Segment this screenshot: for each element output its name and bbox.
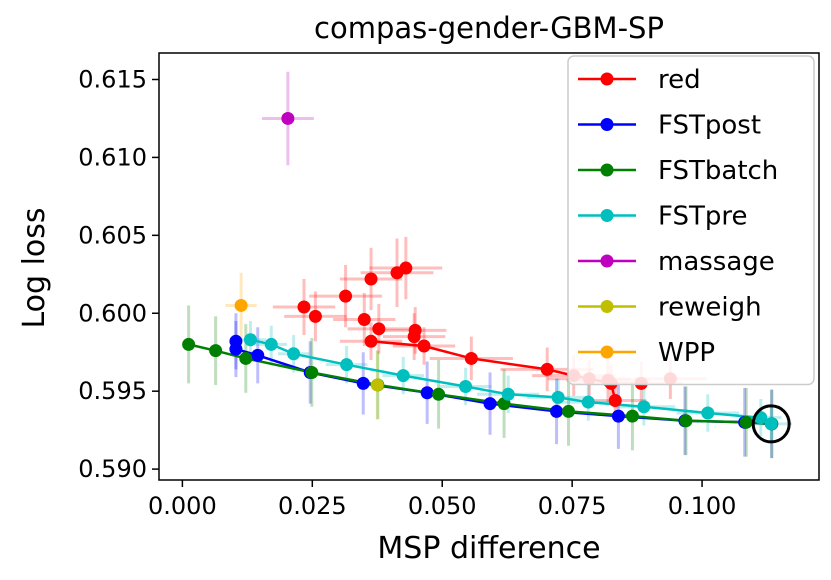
x-tick-label: 0.075: [538, 492, 607, 520]
legend-marker-red: [600, 72, 614, 86]
red-scatter-point: [308, 309, 322, 323]
fstpre-point: [243, 333, 257, 347]
legend-marker-reweigh: [600, 300, 614, 313]
massage-point: [281, 111, 295, 125]
reweigh-point: [370, 378, 384, 392]
y-tick-label: 0.605: [78, 221, 147, 249]
legend-label-fstpost: FSTpost: [658, 111, 761, 141]
x-axis-title: MSP difference: [377, 531, 600, 566]
fstbatch-point: [432, 387, 446, 401]
red-scatter-point: [364, 272, 378, 286]
red-scatter-point: [339, 289, 353, 303]
legend-label-red: red: [658, 65, 701, 95]
fstbatch-point: [562, 404, 576, 418]
legend-label-fstpre: FSTpre: [658, 202, 748, 232]
fstpre-point: [340, 358, 354, 372]
fstpre-point: [501, 387, 515, 401]
fstbatch-point: [305, 365, 319, 379]
fstpre-point: [287, 347, 301, 361]
x-tick-label: 0.100: [668, 492, 737, 520]
y-axis-title: Log loss: [17, 207, 52, 328]
red-point: [608, 394, 622, 408]
legend-label-wpp: WPP: [658, 338, 715, 368]
fstpre-point: [581, 395, 595, 409]
x-tick-label: 0.050: [408, 492, 477, 520]
x-axis-ticks: 0.000 0.025 0.050 0.075 0.100: [148, 480, 736, 520]
highlight-circle: [751, 404, 791, 444]
red-scatter-point: [357, 312, 371, 326]
legend-marker-fstbatch: [600, 163, 614, 177]
y-axis-ticks: 0.590 0.595 0.600 0.605 0.610 0.615: [78, 65, 159, 483]
y-tick-label: 0.590: [78, 455, 147, 483]
legend-marker-fstpost: [600, 118, 614, 131]
fstpre-point: [396, 369, 410, 383]
fstpre-point: [637, 400, 651, 414]
fstpost-point: [483, 397, 497, 411]
fstpost-point: [611, 409, 625, 423]
wpp-point: [234, 298, 248, 312]
legend-marker-fstpre: [600, 209, 614, 222]
legend-label-fstbatch: FSTbatch: [658, 156, 778, 186]
fstbatch-point: [239, 351, 253, 365]
legend-marker-wpp: [600, 345, 614, 359]
red-point: [540, 362, 554, 376]
y-tick-label: 0.615: [78, 65, 147, 93]
legend-box: [567, 55, 815, 386]
fstbatch-point: [679, 414, 693, 428]
fstpre-point: [459, 379, 473, 393]
red-scatter-point: [297, 300, 311, 314]
y-tick-label: 0.610: [78, 143, 147, 171]
fstpre-point: [551, 390, 565, 404]
plot-frame: [158, 52, 820, 481]
legend-label-reweigh: reweigh: [658, 293, 762, 323]
x-tick-label: 0.025: [278, 492, 347, 520]
fstpre-point: [764, 417, 778, 431]
fstbatch-point: [739, 415, 753, 429]
red-scatter-point: [372, 322, 386, 336]
y-tick-label: 0.600: [78, 299, 147, 327]
legend-marker-massage: [600, 254, 614, 268]
y-tick-label: 0.595: [78, 377, 147, 405]
red-point: [417, 339, 431, 353]
red-point: [364, 334, 378, 348]
fstpost-point: [251, 348, 265, 362]
fstpre-point: [701, 406, 715, 420]
fstpost-point: [356, 376, 370, 390]
fstbatch-point: [209, 344, 223, 358]
fstbatch-point: [625, 409, 639, 423]
x-tick-label: 0.000: [148, 492, 217, 520]
fstpost-point: [420, 386, 434, 400]
chart-title: compas-gender-GBM-SP: [314, 11, 664, 45]
red-scatter-point: [399, 261, 413, 275]
red-point: [464, 351, 478, 365]
legend: red FSTpost FSTbatch FSTpre massage reweigh WP…: [567, 55, 815, 386]
red-scatter-point: [407, 330, 421, 344]
fstpre-point: [264, 337, 278, 351]
fstpost-point: [550, 404, 564, 418]
fstpost-point: [229, 342, 243, 356]
series-markers: [182, 111, 791, 444]
legend-label-massage: massage: [658, 247, 775, 277]
fstbatch-point: [182, 337, 196, 351]
